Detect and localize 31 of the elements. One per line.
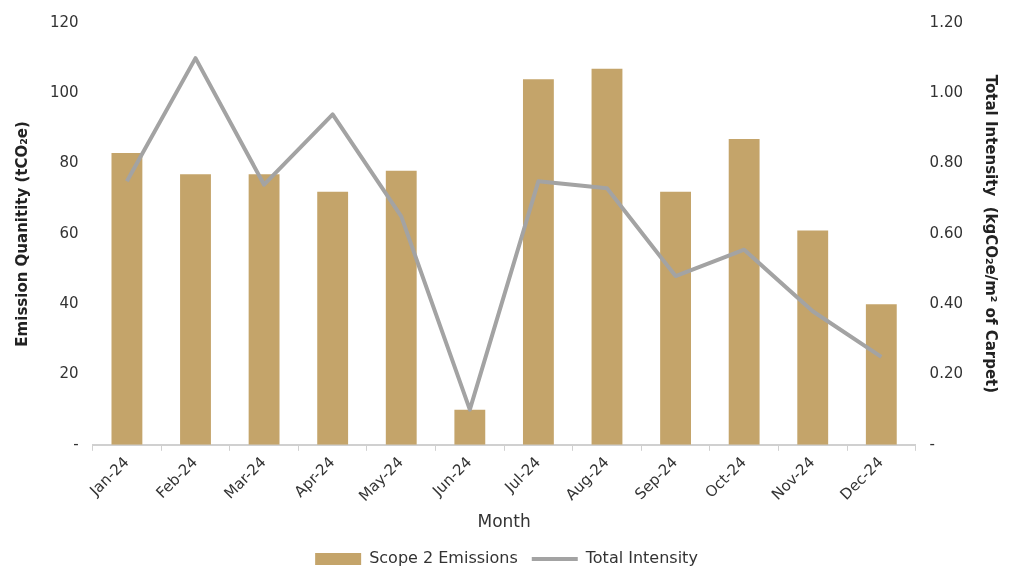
y-tick-label: 100: [49, 83, 79, 102]
legend-label: Scope 2 Emissions: [369, 548, 518, 568]
x-axis-title: Month: [477, 511, 531, 532]
legend-label: Total Intensity: [584, 548, 698, 568]
y-tick-label: 120: [49, 12, 79, 31]
y2-tick-label: -: [929, 434, 936, 453]
y2-tick-label: 0.80: [929, 153, 964, 172]
bar: [728, 139, 760, 445]
bar: [111, 153, 143, 445]
y2-tick-label: 1.20: [929, 12, 964, 31]
y-tick-label: 20: [59, 364, 79, 383]
bar: [522, 79, 554, 445]
y-tick-label: -: [73, 434, 79, 453]
bar: [660, 191, 691, 445]
y-axis-title: Emission Quanitity (tCO₂e): [12, 121, 31, 347]
y2-tick-label: 0.40: [929, 294, 964, 313]
bar: [591, 68, 623, 445]
bar: [385, 170, 417, 445]
y-tick-label: 80: [59, 153, 79, 172]
y-tick-label: 40: [59, 294, 79, 313]
bar: [248, 174, 280, 445]
bar: [180, 174, 211, 445]
y2-axis-title: Total Intensity (kgCO₂e/m² of Carpet): [982, 74, 1001, 394]
y2-tick-label: 0.20: [929, 364, 964, 383]
y2-tick-label: 1.00: [929, 83, 964, 102]
y-tick-label: 60: [59, 223, 79, 242]
bar: [454, 409, 486, 445]
y2-tick-label: 0.60: [929, 223, 964, 242]
bar: [865, 304, 897, 445]
bar: [317, 191, 349, 445]
bar: [797, 230, 829, 445]
